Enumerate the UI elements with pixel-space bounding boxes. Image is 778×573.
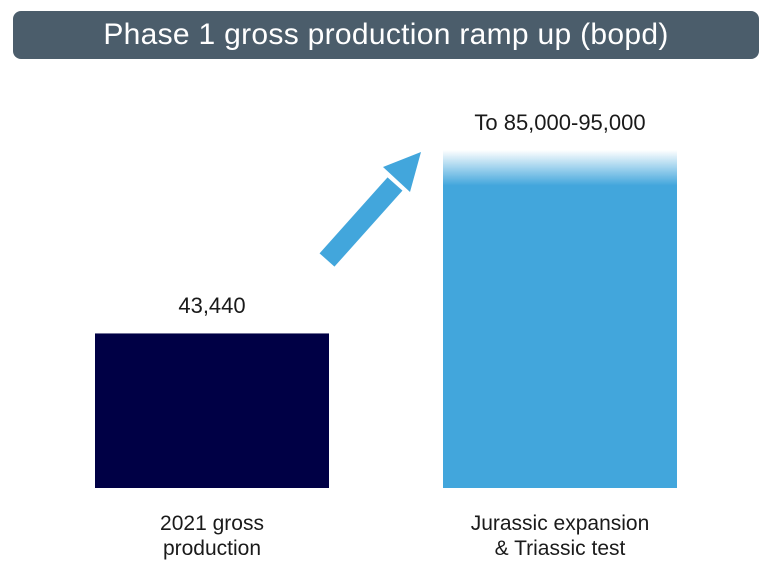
data-label-2021: 43,440 [178, 293, 246, 319]
bar-1-range-fade [443, 150, 677, 186]
bar-0 [95, 333, 329, 488]
data-label-target: To 85,000-95,000 [474, 110, 646, 135]
bar-1 [443, 150, 677, 488]
category-label-2021: 2021 gross production [160, 512, 264, 560]
arrow-shaft [319, 177, 403, 267]
category-label-target: Jurassic expansion & Triassic test [470, 512, 650, 560]
arrow-head [383, 152, 421, 192]
increase-arrow-icon [319, 152, 421, 267]
chart-title: Phase 1 gross production ramp up (bopd) [13, 11, 759, 59]
